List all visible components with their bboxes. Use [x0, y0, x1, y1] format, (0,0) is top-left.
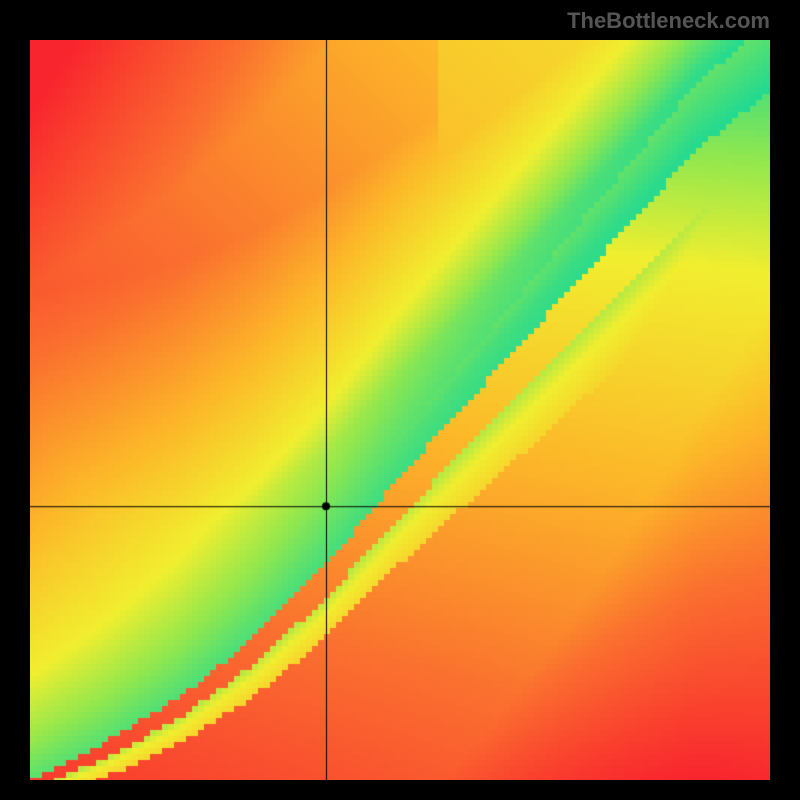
bottleneck-heatmap [30, 40, 770, 780]
watermark-text: TheBottleneck.com [567, 8, 770, 34]
chart-container: TheBottleneck.com [0, 0, 800, 800]
